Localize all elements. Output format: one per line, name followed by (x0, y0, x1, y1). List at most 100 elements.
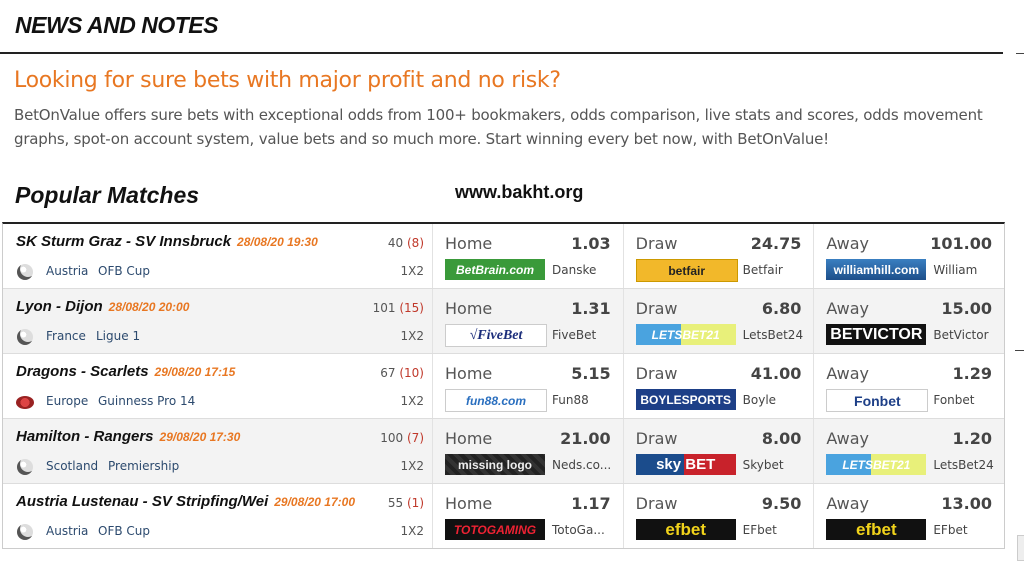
match-name[interactable]: Dragons - Scarlets (16, 363, 149, 380)
odds-value[interactable]: 1.29 (952, 364, 993, 383)
bookmaker-logo[interactable]: williamhill.com (826, 259, 927, 280)
bookmaker-logo[interactable]: betfair (635, 259, 738, 282)
country-link[interactable]: Europe (46, 394, 89, 408)
country-link[interactable]: Austria (46, 264, 89, 278)
odds-cell-draw[interactable]: Draw 9.50 efbet EFbet (624, 484, 815, 548)
odds-value[interactable]: 1.03 (571, 234, 611, 253)
odds-cell-home[interactable]: Home 1.31 √FiveBet FiveBet (433, 289, 624, 353)
outcome-label: Away (826, 364, 869, 383)
match-name[interactable]: SK Sturm Graz - SV Innsbruck (16, 233, 232, 250)
soccer-ball-icon (17, 264, 33, 280)
bookmaker-name[interactable]: FiveBet (552, 328, 597, 342)
bookmaker-name[interactable]: LetsBet24 (933, 458, 994, 472)
bookmaker-logo[interactable]: efbet (635, 519, 736, 540)
bookmaker-name[interactable]: TotoGa... (552, 523, 605, 537)
country-link[interactable]: France (46, 329, 86, 343)
league-link[interactable]: OFB Cup (98, 524, 150, 538)
bookmaker-name[interactable]: William (933, 263, 978, 277)
odds-cell-away[interactable]: Away 13.00 efbet EFbet (814, 484, 1004, 548)
odds-cell-away[interactable]: Away 1.20 LETSBET21 LetsBet24 (814, 419, 1004, 483)
sub-count: (7) (407, 431, 424, 445)
bookmaker-logo[interactable]: LETSBET21 (635, 324, 736, 345)
odds-cell-draw[interactable]: Draw 41.00 BOYLESPORTS Boyle (624, 354, 815, 418)
match-row[interactable]: Austria Lustenau - SV Stripfing/Wei 29/08… (3, 484, 1004, 548)
league-link[interactable]: Guinness Pro 14 (98, 394, 196, 408)
divider (1016, 53, 1024, 54)
league-link[interactable]: Premiership (108, 459, 180, 473)
bookmaker-logo[interactable]: BETVICTOR (826, 324, 927, 345)
odds-value[interactable]: 6.80 (761, 299, 802, 318)
country-link[interactable]: Austria (46, 524, 89, 538)
bookmaker-logo[interactable]: efbet (826, 519, 927, 540)
bookmaker-name[interactable]: EFbet (933, 523, 968, 537)
match-name[interactable]: Hamilton - Rangers (16, 428, 154, 445)
scroll-marker (1015, 350, 1024, 351)
bookmaker-name[interactable]: Neds.co... (552, 458, 612, 472)
bookmaker-name[interactable]: Fun88 (552, 393, 589, 407)
bookmaker-logo[interactable]: BetBrain.com (445, 259, 545, 280)
match-name-link[interactable]: Lyon - Dijon 28/08/20 20:00 (16, 298, 189, 315)
match-name-link[interactable]: Hamilton - Rangers 29/08/20 17:30 (16, 428, 240, 445)
odds-value[interactable]: 41.00 (750, 364, 802, 383)
headline-link[interactable]: Looking for sure bets with major profit … (14, 68, 561, 93)
odds-value[interactable]: 101.00 (930, 234, 993, 253)
odds-value[interactable]: 1.31 (571, 299, 611, 318)
match-row[interactable]: Dragons - Scarlets 29/08/20 17:15 67 (10)… (3, 354, 1004, 419)
bookmaker-name[interactable]: Fonbet (933, 393, 975, 407)
match-info[interactable]: SK Sturm Graz - SV Innsbruck 28/08/20 19:… (3, 224, 433, 288)
match-name[interactable]: Austria Lustenau - SV Stripfing/Wei (16, 493, 269, 510)
odds-cell-home[interactable]: Home 1.03 BetBrain.com Danske (433, 224, 624, 288)
odds-value[interactable]: 1.17 (571, 494, 611, 513)
bookmaker-name[interactable]: Betfair (742, 263, 783, 277)
match-info[interactable]: Hamilton - Rangers 29/08/20 17:30 100 (7)… (3, 419, 433, 483)
odds-cell-away[interactable]: Away 101.00 williamhill.com William (814, 224, 1004, 288)
match-name-link[interactable]: Dragons - Scarlets 29/08/20 17:15 (16, 363, 235, 380)
bookmaker-logo[interactable]: Fonbet (826, 389, 929, 412)
sub-count: (1) (407, 496, 424, 510)
odds-value[interactable]: 24.75 (750, 234, 802, 253)
odds-value[interactable]: 8.00 (761, 429, 802, 448)
match-name-link[interactable]: SK Sturm Graz - SV Innsbruck 28/08/20 19:… (16, 233, 318, 250)
league-link[interactable]: OFB Cup (98, 264, 150, 278)
match-row[interactable]: Hamilton - Rangers 29/08/20 17:30 100 (7)… (3, 419, 1004, 484)
odds-value[interactable]: 9.50 (761, 494, 802, 513)
bookmaker-name[interactable]: Boyle (742, 393, 777, 407)
scroll-button[interactable] (1017, 535, 1024, 561)
match-name[interactable]: Lyon - Dijon (16, 298, 103, 315)
odds-value[interactable]: 13.00 (941, 494, 993, 513)
league-link[interactable]: Ligue 1 (96, 329, 141, 343)
match-info[interactable]: Austria Lustenau - SV Stripfing/Wei 29/08… (3, 484, 433, 548)
bookmaker-name[interactable]: EFbet (742, 523, 777, 537)
odds-value[interactable]: 15.00 (941, 299, 993, 318)
odds-value[interactable]: 1.20 (952, 429, 993, 448)
odds-cell-draw[interactable]: Draw 8.00 sky BET Skybet (624, 419, 815, 483)
odds-cell-home[interactable]: Home 1.17 TOTOGAMING TotoGa... (433, 484, 624, 548)
odds-value[interactable]: 21.00 (560, 429, 611, 448)
match-row[interactable]: SK Sturm Graz - SV Innsbruck 28/08/20 19:… (3, 224, 1004, 289)
market-type: 1X2 (400, 329, 425, 343)
odds-value[interactable]: 5.15 (571, 364, 611, 383)
odds-cell-home[interactable]: Home 5.15 fun88.com Fun88 (433, 354, 624, 418)
bookmaker-logo[interactable]: BOYLESPORTS (635, 389, 736, 410)
odds-cell-away[interactable]: Away 15.00 BETVICTOR BetVictor (814, 289, 1004, 353)
country-link[interactable]: Scotland (46, 459, 99, 473)
match-name-link[interactable]: Austria Lustenau - SV Stripfing/Wei 29/08… (16, 493, 355, 510)
odds-cell-away[interactable]: Away 1.29 Fonbet Fonbet (814, 354, 1004, 418)
bookmaker-logo[interactable]: fun88.com (445, 389, 547, 412)
bookmaker-logo[interactable]: missing logo (445, 454, 545, 475)
match-info[interactable]: Lyon - Dijon 28/08/20 20:00 101 (15) Fran… (3, 289, 433, 353)
match-row[interactable]: Lyon - Dijon 28/08/20 20:00 101 (15) Fran… (3, 289, 1004, 354)
bookmaker-name[interactable]: LetsBet24 (742, 328, 804, 342)
bookmaker-logo[interactable]: TOTOGAMING (445, 519, 545, 540)
odds-cell-draw[interactable]: Draw 24.75 betfair Betfair (624, 224, 815, 288)
bookmaker-logo[interactable]: sky BET (635, 454, 736, 475)
match-info[interactable]: Dragons - Scarlets 29/08/20 17:15 67 (10)… (3, 354, 433, 418)
odds-cell-home[interactable]: Home 21.00 missing logo Neds.co... (433, 419, 624, 483)
bookmaker-name[interactable]: Danske (552, 263, 597, 277)
odds-cell-draw[interactable]: Draw 6.80 LETSBET21 LetsBet24 (624, 289, 815, 353)
bookmaker-name[interactable]: BetVictor (933, 328, 989, 342)
bookmaker-count: 101 (15) (373, 301, 424, 315)
bookmaker-name[interactable]: Skybet (742, 458, 784, 472)
bookmaker-logo[interactable]: LETSBET21 (826, 454, 927, 475)
bookmaker-logo[interactable]: √FiveBet (445, 324, 547, 347)
